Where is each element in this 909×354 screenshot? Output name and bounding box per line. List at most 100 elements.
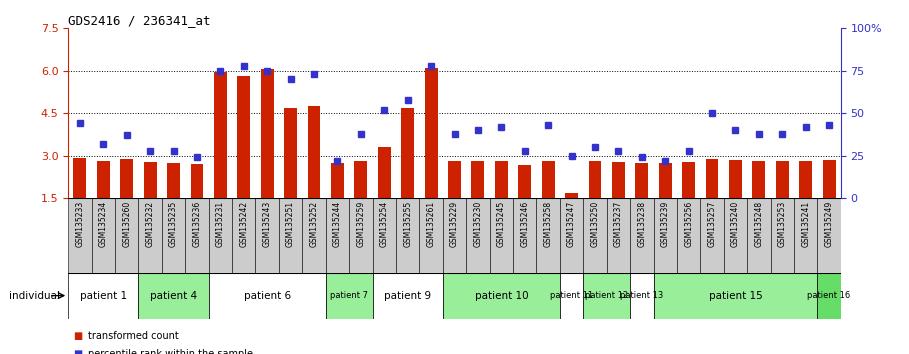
Text: patient 16: patient 16	[807, 291, 851, 300]
Bar	[325, 198, 349, 273]
Bar	[724, 198, 747, 273]
Bar	[209, 198, 232, 273]
Bar	[92, 198, 115, 273]
Text: GSM135258: GSM135258	[544, 200, 553, 247]
Text: GSM135236: GSM135236	[193, 200, 202, 247]
Bar	[472, 161, 484, 198]
Text: patient 9: patient 9	[385, 291, 431, 301]
Bar	[209, 273, 325, 319]
Bar	[331, 164, 344, 198]
Bar	[536, 198, 560, 273]
Bar	[565, 193, 578, 198]
Bar	[279, 198, 303, 273]
Bar	[162, 198, 185, 273]
Text: GSM135234: GSM135234	[99, 200, 108, 247]
Bar	[799, 161, 812, 198]
Bar	[560, 198, 584, 273]
Bar	[68, 198, 92, 273]
Text: GSM135244: GSM135244	[333, 200, 342, 247]
Bar	[654, 198, 677, 273]
Bar	[794, 198, 817, 273]
Bar	[682, 162, 695, 198]
Bar	[325, 273, 373, 319]
Text: GSM135240: GSM135240	[731, 200, 740, 247]
Bar	[97, 161, 110, 198]
Text: GSM135259: GSM135259	[356, 200, 365, 247]
Bar	[588, 161, 602, 198]
Bar	[753, 161, 765, 198]
Bar	[115, 198, 138, 273]
Text: percentile rank within the sample: percentile rank within the sample	[88, 349, 254, 354]
Text: GSM135232: GSM135232	[145, 200, 155, 247]
Text: GSM135251: GSM135251	[286, 200, 295, 247]
Text: GSM135249: GSM135249	[824, 200, 834, 247]
Bar	[214, 72, 227, 198]
Bar	[518, 165, 531, 198]
Text: patient 4: patient 4	[150, 291, 197, 301]
Text: GSM135245: GSM135245	[497, 200, 505, 247]
Bar	[776, 161, 789, 198]
Bar	[584, 273, 630, 319]
Text: individual: individual	[9, 291, 64, 301]
Bar	[677, 198, 700, 273]
Text: GSM135239: GSM135239	[661, 200, 670, 247]
Bar	[560, 273, 584, 319]
Bar	[747, 198, 771, 273]
Bar	[185, 198, 209, 273]
Text: GSM135237: GSM135237	[614, 200, 623, 247]
Bar	[237, 76, 250, 198]
Bar	[261, 69, 274, 198]
Bar	[612, 162, 624, 198]
Bar	[443, 198, 466, 273]
Text: GSM135247: GSM135247	[567, 200, 576, 247]
Bar	[729, 160, 742, 198]
Text: GSM135243: GSM135243	[263, 200, 272, 247]
Text: ■: ■	[73, 331, 82, 341]
Bar	[584, 198, 606, 273]
Bar	[378, 147, 391, 198]
Text: patient 7: patient 7	[330, 291, 368, 300]
Text: GSM135229: GSM135229	[450, 200, 459, 247]
Bar	[307, 106, 321, 198]
Text: GSM135241: GSM135241	[801, 200, 810, 247]
Bar	[396, 198, 419, 273]
Bar	[373, 273, 443, 319]
Text: patient 13: patient 13	[620, 291, 664, 300]
Bar	[817, 198, 841, 273]
Bar	[448, 161, 461, 198]
Bar	[255, 198, 279, 273]
Bar	[630, 273, 654, 319]
Bar	[373, 198, 396, 273]
Bar	[419, 198, 443, 273]
Text: patient 15: patient 15	[709, 291, 763, 301]
Text: GSM135261: GSM135261	[426, 200, 435, 247]
Bar	[167, 162, 180, 198]
Bar	[443, 273, 560, 319]
Bar	[635, 164, 648, 198]
Bar	[138, 273, 209, 319]
Text: GSM135246: GSM135246	[520, 200, 529, 247]
Bar	[466, 198, 490, 273]
Bar	[74, 158, 86, 198]
Text: patient 12: patient 12	[585, 291, 628, 300]
Text: GSM135233: GSM135233	[75, 200, 85, 247]
Text: patient 6: patient 6	[244, 291, 291, 301]
Text: GSM135231: GSM135231	[215, 200, 225, 247]
Bar	[68, 273, 138, 319]
Bar	[355, 161, 367, 198]
Text: patient 1: patient 1	[80, 291, 127, 301]
Text: GSM135254: GSM135254	[380, 200, 389, 247]
Text: patient 11: patient 11	[550, 291, 594, 300]
Text: GSM135257: GSM135257	[707, 200, 716, 247]
Bar	[232, 198, 255, 273]
Bar	[285, 108, 297, 198]
Bar	[659, 164, 672, 198]
Text: GSM135253: GSM135253	[778, 200, 787, 247]
Text: GSM135242: GSM135242	[239, 200, 248, 247]
Bar	[630, 198, 654, 273]
Bar	[144, 162, 156, 198]
Text: GSM135248: GSM135248	[754, 200, 764, 247]
Bar	[771, 198, 794, 273]
Bar	[606, 198, 630, 273]
Text: GDS2416 / 236341_at: GDS2416 / 236341_at	[68, 14, 211, 27]
